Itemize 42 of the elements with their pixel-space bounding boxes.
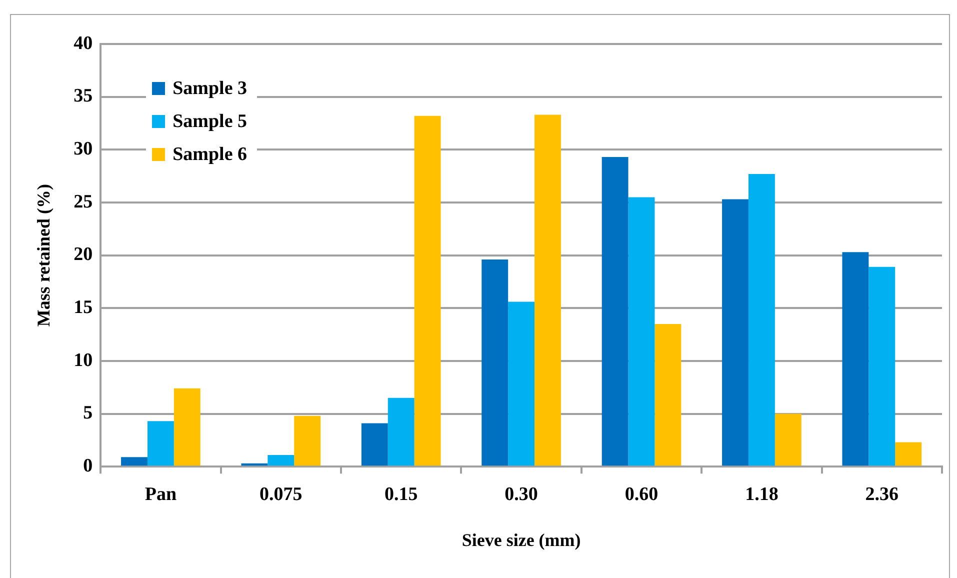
y-tick-label: 0	[83, 456, 93, 477]
bar	[654, 324, 682, 466]
bar	[895, 442, 922, 466]
x-axis-title: Sieve size (mm)	[462, 530, 581, 550]
y-tick-label: 25	[74, 191, 93, 212]
bar	[121, 457, 148, 466]
bar	[628, 197, 655, 466]
bar	[482, 260, 508, 466]
x-tick-label: 0.30	[504, 484, 538, 505]
y-tick-label: 15	[74, 297, 93, 318]
x-tick-label: 0.15	[384, 484, 418, 505]
legend-label: Sample 6	[172, 144, 248, 166]
bar	[868, 266, 896, 466]
bar	[722, 199, 748, 466]
bar	[241, 463, 268, 466]
bar	[294, 416, 321, 466]
y-tick-label: 35	[74, 86, 93, 107]
x-tick-label: 0.075	[260, 484, 302, 505]
bar	[388, 398, 414, 466]
x-tick-label: 0.60	[624, 484, 658, 505]
legend-label: Sample 5	[172, 110, 248, 132]
bar	[174, 388, 200, 466]
bar	[602, 157, 628, 466]
x-tick-label: Pan	[144, 484, 177, 505]
bar	[361, 423, 388, 466]
bar	[748, 174, 775, 466]
x-tick-label: 2.36	[865, 484, 899, 505]
y-tick-label: 40	[74, 32, 93, 54]
bar	[414, 116, 441, 466]
bar	[842, 252, 869, 466]
y-tick-label: 10	[74, 350, 93, 371]
x-tick-label: 1.18	[745, 484, 778, 505]
y-tick-label: 20	[74, 244, 93, 266]
y-axis-title: Mass retained (%)	[33, 184, 54, 327]
bar	[508, 302, 535, 466]
y-tick-label: 30	[74, 138, 93, 160]
y-tick-label: 5	[83, 402, 93, 424]
bar	[268, 454, 294, 466]
bar	[534, 114, 561, 466]
bar	[774, 414, 802, 466]
bar	[147, 421, 174, 466]
legend-label: Sample 3	[172, 78, 248, 100]
